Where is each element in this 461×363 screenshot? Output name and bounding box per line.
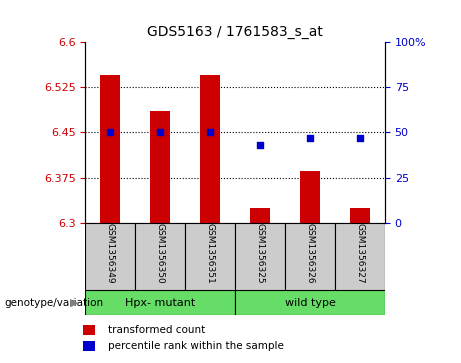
- Text: genotype/variation: genotype/variation: [5, 298, 104, 308]
- Point: [207, 130, 214, 135]
- Text: GSM1356349: GSM1356349: [106, 223, 115, 284]
- Point: [306, 135, 313, 141]
- Point: [356, 135, 364, 141]
- Point: [256, 142, 264, 148]
- Bar: [135, 223, 185, 290]
- Bar: [85, 223, 135, 290]
- Text: ▶: ▶: [70, 298, 78, 308]
- Bar: [83, 341, 95, 351]
- Bar: [350, 208, 370, 223]
- Bar: [185, 223, 235, 290]
- Bar: [100, 75, 120, 223]
- Text: transformed count: transformed count: [108, 325, 206, 335]
- Bar: [83, 325, 95, 335]
- Text: GSM1356327: GSM1356327: [355, 223, 365, 284]
- Bar: [300, 171, 320, 223]
- Text: GSM1356325: GSM1356325: [255, 223, 265, 284]
- Point: [156, 130, 164, 135]
- Text: GSM1356351: GSM1356351: [206, 223, 215, 284]
- Text: percentile rank within the sample: percentile rank within the sample: [108, 341, 284, 351]
- Title: GDS5163 / 1761583_s_at: GDS5163 / 1761583_s_at: [147, 25, 323, 39]
- Bar: [235, 290, 385, 315]
- Bar: [235, 223, 285, 290]
- Bar: [335, 223, 385, 290]
- Bar: [285, 223, 335, 290]
- Bar: [85, 290, 235, 315]
- Bar: [250, 208, 270, 223]
- Text: wild type: wild type: [284, 298, 336, 308]
- Point: [106, 130, 114, 135]
- Text: GSM1356326: GSM1356326: [306, 223, 314, 284]
- Text: GSM1356350: GSM1356350: [156, 223, 165, 284]
- Bar: [200, 75, 220, 223]
- Text: Hpx- mutant: Hpx- mutant: [125, 298, 195, 308]
- Bar: [150, 111, 170, 223]
